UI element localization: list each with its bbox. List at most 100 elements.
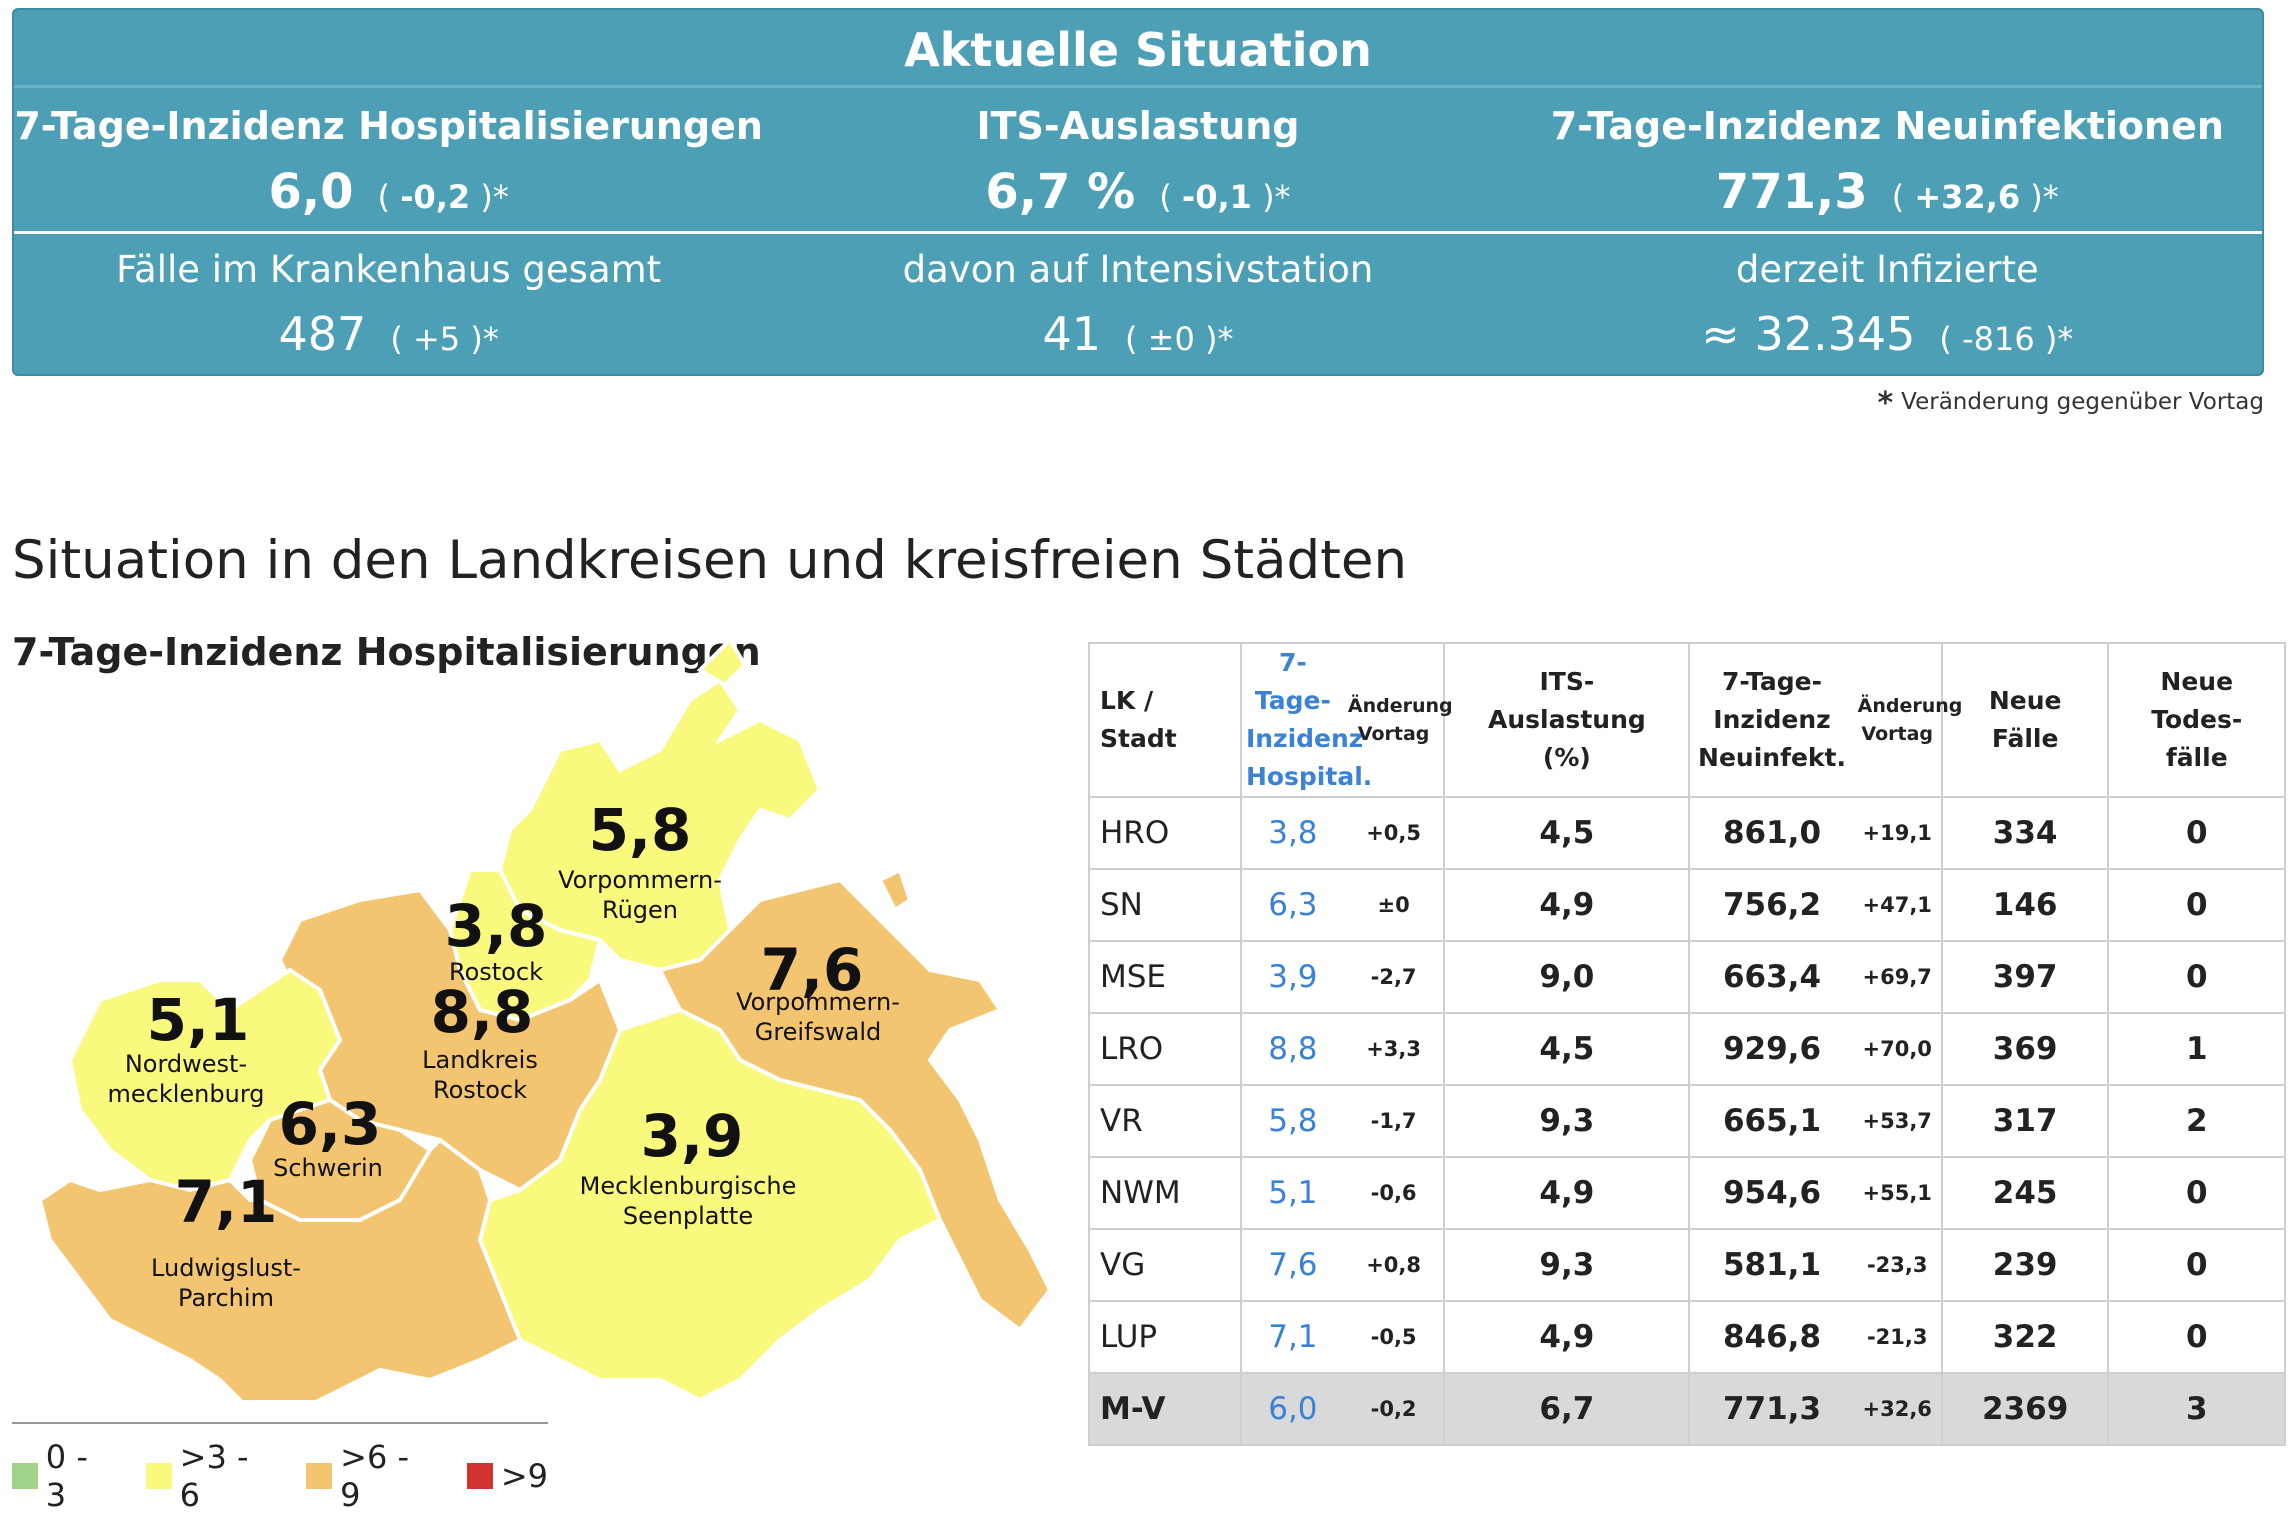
hdr-line: Todes- [2151,705,2243,734]
col-header-hosp-change[interactable]: Änderung Vortag [1343,642,1453,798]
map-label-nwm-2: mecklenburg [107,1080,264,1108]
kpi-its-utilization: ITS-Auslastung 6,7 % ( -0,1 )* [763,88,1512,231]
map-value-nwm: 5,1 [147,986,250,1054]
cell-deaths: 3 [2107,1372,2286,1446]
table-row: LRO 8,8 +3,3 4,5 929,6 +70,0 369 1 [1088,1012,2286,1086]
table-row: SN 6,3 ±0 4,9 756,2 +47,1 146 0 [1088,868,2286,942]
cell-incidence: 771,3 [1688,1372,1854,1446]
cell-incidence-change: +19,1 [1853,796,1943,870]
map-value-lro: 8,8 [431,978,534,1046]
cell-incidence: 663,4 [1688,940,1854,1014]
map-label-lup-2: Parchim [178,1284,274,1312]
map-label-vr-2: Rügen [602,896,678,924]
kpi-change: ( ±0 )* [1125,320,1234,358]
cell-name: VG [1088,1228,1242,1302]
cell-deaths: 2 [2107,1084,2286,1158]
map-value-sn: 6,3 [279,1090,382,1158]
hdr-line: Neue [2160,667,2234,696]
hdr-line: 7-Tage- [1721,667,1823,696]
cell-hosp-change: -0,6 [1343,1156,1446,1230]
cell-incidence-change: -21,3 [1853,1300,1943,1374]
hdr-line: Neuinfekt. [1698,743,1846,772]
kpi-value-line: 41 ( ±0 )* [763,307,1512,361]
kpi-label: 7-Tage-Inzidenz Neuinfektionen [1550,104,2224,148]
cell-incidence-change: +47,1 [1853,868,1943,942]
district-table-wrap: LK / Stadt 7-Tage- Inzidenz Hospital. Änder… [1088,642,2286,1446]
cell-new-cases: 239 [1940,1228,2110,1302]
hdr-line: Fälle [1991,724,2059,753]
cell-name: M-V [1088,1372,1242,1446]
col-header-its[interactable]: ITS- Auslastung (%) [1443,642,1691,798]
hdr-line: fälle [2165,743,2228,772]
legend-swatch [306,1463,333,1489]
cell-name: LUP [1088,1300,1242,1374]
map-label-nwm-1: Nordwest- [125,1050,247,1078]
cell-incidence-change: +70,0 [1853,1012,1943,1086]
map-value-mse: 3,9 [641,1102,744,1170]
cell-incidence-change: +55,1 [1853,1156,1943,1230]
cell-its: 6,7 [1443,1372,1691,1446]
cell-name: LRO [1088,1012,1242,1086]
cell-new-cases: 334 [1940,796,2110,870]
region-lup[interactable] [37,1137,523,1412]
map-label-vg-1: Vorpommern- [736,988,900,1016]
hdr-line: Inzidenz [1713,705,1831,734]
col-header-new-cases[interactable]: Neue Fälle [1940,642,2110,798]
map-label-hro-1: Rostock [449,958,543,986]
cell-hosp-change: +0,5 [1343,796,1446,870]
cell-deaths: 0 [2107,796,2286,870]
kpi-value-line: ≈ 32.345 ( -816 )* [1513,307,2262,361]
cell-its: 4,5 [1443,796,1691,870]
table-header-row: LK / Stadt 7-Tage- Inzidenz Hospital. Änder… [1088,642,2286,798]
district-map: 5,8 Vorpommern- Rügen 3,8 Rostock 8,8 La… [0,636,1080,1412]
legend-item: >3 - 6 [145,1438,278,1514]
change-value: +32,6 [1914,178,2021,216]
map-value-lup: 7,1 [175,1168,278,1236]
change-close: )* [2020,178,2059,216]
legend-label: >6 - 9 [340,1438,410,1514]
region-vg-island[interactable] [877,867,913,913]
kpi-change: ( -0,1 )* [1159,178,1290,216]
cell-hosp: 3,9 [1239,940,1344,1014]
hdr-line: Änderung [1857,695,1963,717]
map-label-mse-2: Seenplatte [623,1202,753,1230]
kpi-change: ( -0,2 )* [378,178,509,216]
hdr-line: 7-Tage- [1254,648,1331,715]
cell-hosp-change: +0,8 [1343,1228,1446,1302]
kpi-value: 6,0 [268,164,354,220]
cell-new-cases: 397 [1940,940,2110,1014]
legend-swatch [145,1463,172,1489]
cell-name: VR [1088,1084,1242,1158]
cell-new-cases: 2369 [1940,1372,2110,1446]
footnote-star: * [1877,386,1894,421]
district-map-svg: 5,8 Vorpommern- Rügen 3,8 Rostock 8,8 La… [37,636,1053,1412]
banner-title: Aktuelle Situation [14,10,2262,88]
kpi-hospital-cases: Fälle im Krankenhaus gesamt 487 ( +5 )* [14,234,763,374]
col-header-lk[interactable]: LK / Stadt [1088,642,1242,798]
cell-its: 9,3 [1443,1228,1691,1302]
cell-new-cases: 317 [1940,1084,2110,1158]
cell-its: 4,5 [1443,1012,1691,1086]
col-header-new-incidence[interactable]: 7-Tage- Inzidenz Neuinfekt. [1688,642,1854,798]
region-mse[interactable] [477,1007,943,1403]
hdr-line: ITS- [1539,667,1595,696]
cell-name: NWM [1088,1156,1242,1230]
kpi-change: ( -816 )* [1939,320,2074,358]
cell-hosp: 8,8 [1239,1012,1344,1086]
region-vr-islands[interactable] [696,636,748,688]
col-header-hosp-incidence[interactable]: 7-Tage- Inzidenz Hospital. [1239,642,1372,798]
cell-incidence: 929,6 [1688,1012,1854,1086]
map-title: 7-Tage-Inzidenz Hospitalisierungen [12,630,761,674]
col-header-deaths[interactable]: Neue Todes-fälle [2107,642,2286,798]
col-header-new-change[interactable]: Änderung Vortag [1853,642,1962,798]
table-row: VR 5,8 -1,7 9,3 665,1 +53,7 317 2 [1088,1084,2286,1158]
map-label-mse-1: Mecklenburgische [580,1172,797,1200]
kpi-value-line: 6,7 % ( -0,1 )* [763,164,1512,220]
map-label-lup-1: Ludwigslust- [151,1254,301,1282]
cell-its: 4,9 [1443,868,1691,942]
cell-hosp: 5,8 [1239,1084,1344,1158]
cell-name: HRO [1088,796,1242,870]
legend-swatch [12,1463,38,1489]
cell-incidence: 665,1 [1688,1084,1854,1158]
kpi-label: derzeit Infizierte [1735,248,2039,291]
